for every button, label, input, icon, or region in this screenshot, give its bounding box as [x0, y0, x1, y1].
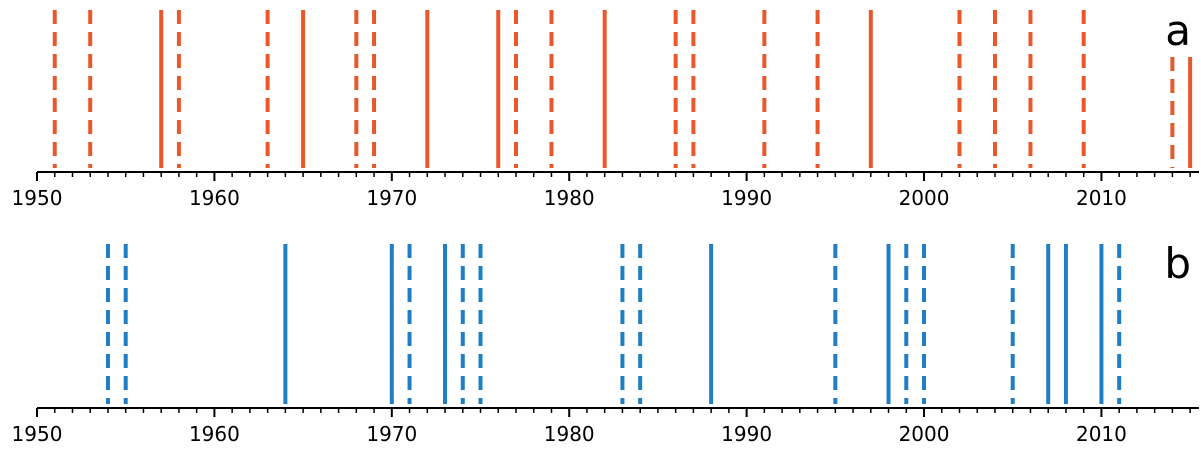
- panel-b-tick-label-2000: 2000: [899, 422, 950, 446]
- panel-b-events: [105, 244, 1122, 404]
- panel-b-tick-label-1990: 1990: [721, 422, 772, 446]
- panel-a-tick-label-1950: 1950: [12, 186, 63, 210]
- panel-a-x-axis: 1950 1960 1970 1980 1990 2000 2010: [12, 171, 1199, 210]
- panel-a: 1950 1960 1970 1980 1990 2000 2010 a: [12, 6, 1199, 210]
- panel-b-label: b: [1164, 239, 1191, 288]
- panel-a-tick-label-1960: 1960: [189, 186, 240, 210]
- panel-a-tick-label-2010: 2010: [1076, 186, 1127, 210]
- panel-b-tick-label-1950: 1950: [12, 422, 63, 446]
- panel-b-tick-label-2010: 2010: [1076, 422, 1127, 446]
- panel-b-tick-label-1980: 1980: [544, 422, 595, 446]
- panel-b-tick-label-1970: 1970: [366, 422, 417, 446]
- panel-a-events: [52, 10, 1193, 168]
- panel-b: 1950 1960 1970 1980 1990 2000 2010 b: [12, 239, 1199, 446]
- panel-a-tick-label-2000: 2000: [899, 186, 950, 210]
- panel-a-tick-label-1990: 1990: [721, 186, 772, 210]
- panel-a-tick-label-1980: 1980: [544, 186, 595, 210]
- panel-a-label: a: [1165, 6, 1191, 55]
- panel-b-x-axis: 1950 1960 1970 1980 1990 2000 2010: [12, 407, 1199, 446]
- panel-a-tick-label-1970: 1970: [366, 186, 417, 210]
- panel-b-tick-label-1960: 1960: [189, 422, 240, 446]
